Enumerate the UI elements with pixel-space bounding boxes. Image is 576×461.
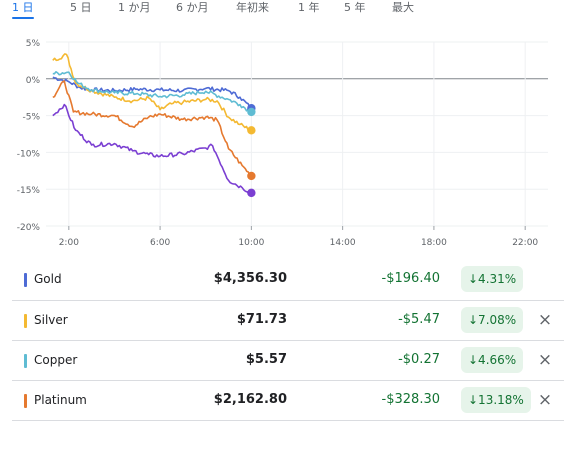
series-color-swatch: [24, 273, 27, 287]
price-change: -$5.47: [398, 312, 440, 327]
tab-5y[interactable]: 5 年: [344, 1, 366, 14]
tab-6m[interactable]: 6 か月: [176, 1, 209, 14]
list-item[interactable]: Silver $71.73 -$5.47 ↓7.08% ×: [12, 300, 564, 341]
series-color-swatch: [24, 394, 27, 408]
y-tick-label: -20%: [17, 223, 41, 233]
commodity-price: $4,356.30: [213, 271, 287, 286]
close-icon[interactable]: ×: [537, 350, 553, 370]
list-item-partial: [12, 420, 564, 461]
x-tick-label: 18:00: [421, 238, 447, 248]
commodity-price: $2,162.80: [213, 392, 287, 407]
series-color-swatch: [24, 314, 27, 328]
series-end-point-platinum: [247, 171, 256, 181]
series-line-palladium: [52, 103, 252, 194]
chart-svg: 5% 0% -5% -10% -15% -20% 2:00 6:00 10:00 14:00 18:…: [17, 39, 548, 248]
percent-change-badge: ↓4.66%: [461, 347, 524, 373]
tab-ytd[interactable]: 年初来: [236, 1, 269, 14]
commodity-name: Gold: [34, 272, 62, 286]
series-line-silver: [52, 53, 252, 132]
price-change: -$328.30: [381, 392, 440, 407]
list-item[interactable]: Platinum $2,162.80 -$328.30 ↓13.18% ×: [12, 380, 564, 421]
price-chart[interactable]: 5% 0% -5% -10% -15% -20% 2:00 6:00 10:00 14:00 18:…: [0, 22, 576, 260]
x-tick-label: 10:00: [238, 238, 264, 248]
series-line-copper: [52, 71, 252, 114]
percent-change-badge: ↓4.31%: [461, 266, 524, 292]
x-tick-label: 2:00: [59, 238, 79, 248]
tab-max[interactable]: 最大: [392, 1, 414, 14]
tab-1y[interactable]: 1 年: [298, 1, 320, 14]
y-tick-label: 5%: [26, 39, 41, 49]
tab-1d[interactable]: 1 日: [12, 0, 34, 20]
percent-change-badge: ↓7.08%: [461, 307, 524, 333]
close-icon[interactable]: ×: [537, 310, 553, 330]
percent-change-badge: ↓13.18%: [461, 387, 531, 413]
series-end-point-silver: [247, 126, 256, 135]
active-tab-indicator: [12, 17, 34, 19]
series-end-point-palladium: [247, 188, 256, 198]
x-tick-label: 6:00: [150, 238, 170, 248]
commodity-name: Silver: [34, 313, 68, 327]
y-tick-label: -5%: [22, 113, 40, 123]
list-item[interactable]: Gold $4,356.30 -$196.40 ↓4.31%: [12, 260, 564, 300]
x-tick-label: 14:00: [330, 238, 356, 248]
tab-5d[interactable]: 5 日: [70, 1, 92, 14]
range-tabs: 1 日 5 日 1 か月 6 か月 年初来 1 年 5 年 最大: [0, 0, 576, 22]
list-item[interactable]: Copper $5.57 -$0.27 ↓4.66% ×: [12, 340, 564, 381]
series-line-platinum: [52, 80, 252, 177]
commodity-name: Platinum: [34, 393, 87, 407]
series-color-swatch: [24, 354, 27, 368]
series-line-gold: [52, 76, 252, 109]
close-icon[interactable]: ×: [537, 390, 553, 410]
price-change: -$196.40: [381, 271, 440, 286]
series-end-point-copper: [247, 107, 256, 117]
price-change: -$0.27: [398, 352, 440, 367]
y-tick-label: -10%: [17, 149, 41, 159]
x-tick-label: 22:00: [512, 238, 538, 248]
y-tick-label: -15%: [17, 186, 41, 196]
tab-1m[interactable]: 1 か月: [118, 1, 151, 14]
commodity-name: Copper: [34, 353, 78, 367]
commodity-price: $71.73: [236, 312, 287, 327]
commodity-price: $5.57: [245, 352, 287, 367]
y-tick-label: 0%: [26, 76, 41, 86]
